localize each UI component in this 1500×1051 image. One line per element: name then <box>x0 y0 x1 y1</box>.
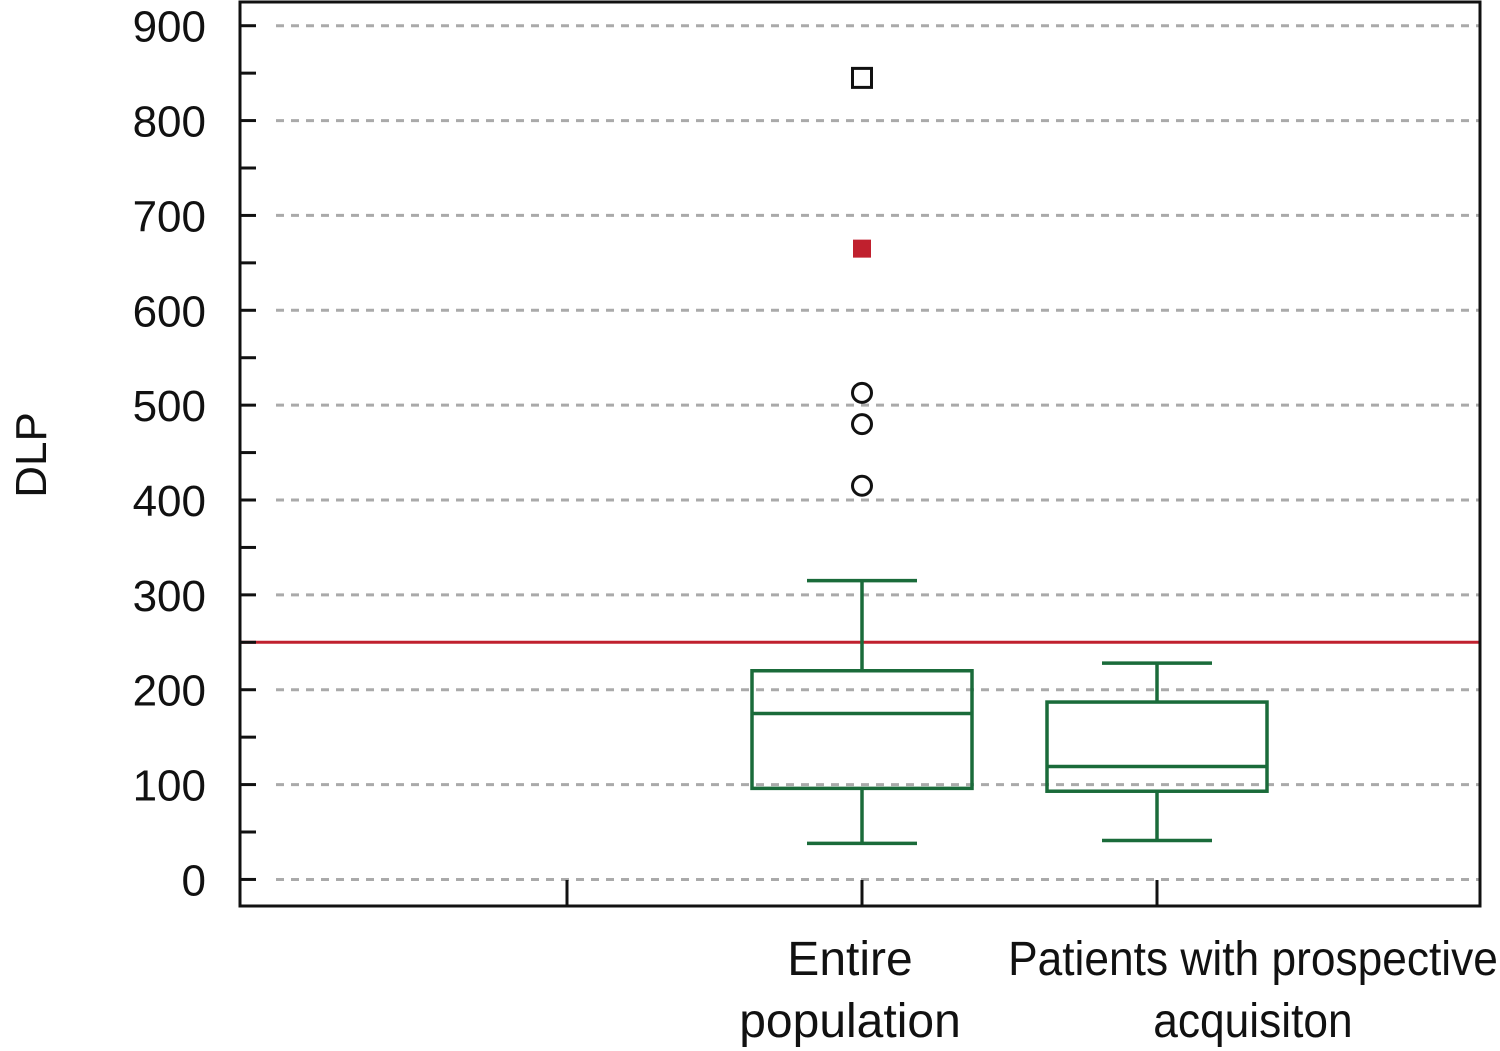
y-tick-label: 800 <box>133 98 206 147</box>
y-tick-label: 500 <box>133 382 206 431</box>
box-iqr <box>750 669 974 791</box>
y-tick-label: 0 <box>182 856 206 905</box>
axis-ticks <box>240 24 1159 906</box>
outlier-circle <box>851 413 873 436</box>
box-1 <box>750 578 974 846</box>
outlier-circle <box>851 381 873 404</box>
y-tick-label: 700 <box>133 192 206 241</box>
category-label-line: acquisiton <box>1153 993 1352 1047</box>
y-axis-title: DLP <box>7 412 56 498</box>
category-label: Entire population <box>739 933 961 1048</box>
outlier-circle <box>851 474 873 497</box>
axis-labels: 0 100 200 300 400 500 600 700 800 900 Entire popula… <box>133 3 1498 1048</box>
category-label-line: Patients with prospective <box>1008 931 1498 985</box>
y-tick-label: 300 <box>133 572 206 621</box>
y-tick-label: 400 <box>133 477 206 526</box>
category-label-line: population <box>739 995 961 1048</box>
grid-lines <box>276 24 1480 881</box>
category-label: Patients with prospective acquisiton <box>1008 931 1498 1047</box>
box-2 <box>1045 661 1269 843</box>
boxes-group <box>750 578 1269 846</box>
far-outlier-square <box>851 66 873 89</box>
box-iqr <box>1045 700 1269 793</box>
outliers-group <box>851 66 873 497</box>
category-label-line: Entire <box>787 933 912 986</box>
y-tick-label: 600 <box>133 287 206 336</box>
y-tick-label: 100 <box>133 762 206 811</box>
y-tick-label: 900 <box>133 3 206 52</box>
plot-frame <box>238 0 1482 908</box>
far-outlier-filled-square <box>853 239 871 258</box>
y-tick-label: 200 <box>133 667 206 716</box>
